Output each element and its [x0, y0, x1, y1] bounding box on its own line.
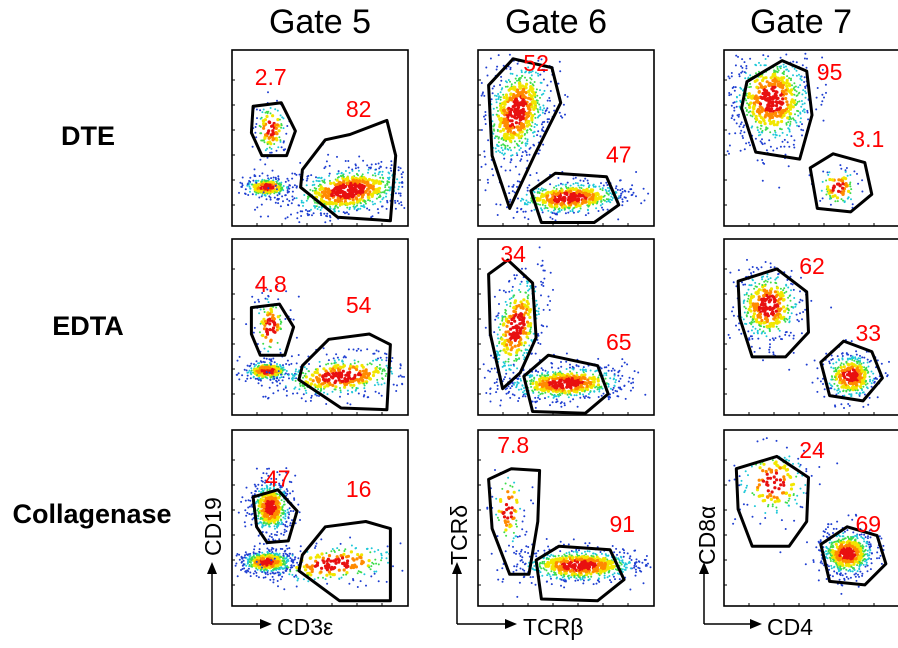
gate-percentage-1: 52	[523, 50, 549, 76]
gate-percentage-2: 54	[346, 292, 372, 318]
gate-outline-1	[734, 454, 810, 548]
axis-ticks	[724, 268, 875, 415]
gate-outline-1	[249, 302, 296, 357]
row-label-edta: EDTA	[52, 311, 124, 341]
panel-edta-gate7: 62 33	[723, 238, 898, 416]
gate-outline-2	[529, 171, 621, 224]
gate-outline-1	[736, 267, 810, 359]
axis-arrows-gate5	[207, 562, 272, 629]
y-axis-label-gate5: CD19	[200, 497, 226, 556]
column-header-gate5: Gate 5	[269, 3, 371, 41]
gate-outline-2	[299, 118, 398, 223]
density-events	[234, 467, 404, 591]
density-events	[726, 52, 864, 211]
x-axis-label-gate5: CD3ε	[277, 614, 333, 640]
gate-outline-2	[534, 544, 626, 603]
density-events	[235, 284, 405, 406]
axis-ticks	[724, 459, 875, 606]
gate-percentage-2: 3.1	[852, 126, 884, 152]
row-label-dte: DTE	[61, 121, 115, 151]
x-axis-label-gate6: TCRβ	[523, 614, 584, 640]
axis-ticks	[478, 459, 629, 606]
density-events	[727, 258, 890, 409]
panel-collagenase-gate5: 47 16	[231, 429, 409, 607]
panel-collagenase-gate7: 24 69	[723, 429, 898, 607]
panel-frame	[723, 429, 898, 607]
axis-ticks	[724, 79, 875, 226]
x-axis-label-gate7: CD4	[767, 614, 813, 640]
panel-edta-gate5: 4.8 54	[231, 238, 409, 416]
gate-outline-1	[487, 57, 563, 210]
gate-outline-2	[819, 339, 884, 403]
gate-percentage-1: 47	[265, 465, 291, 491]
gate-outline-2	[297, 520, 392, 603]
gate-percentage-1: 62	[799, 253, 825, 279]
gate-percentage-2: 69	[856, 511, 882, 537]
gate-percentage-2: 65	[606, 329, 632, 355]
panel-edta-gate6: 34 65	[477, 238, 655, 416]
gate-percentage-2: 47	[606, 142, 632, 168]
axis-ticks	[232, 459, 383, 606]
gate-percentage-1: 34	[500, 241, 526, 267]
gate-outline-1	[251, 488, 299, 545]
panel-dte-gate5: 2.7 82	[231, 49, 409, 227]
gate-outline-2	[297, 332, 392, 412]
gate-outline-2	[819, 525, 888, 587]
density-events	[728, 437, 885, 595]
gate-percentage-2: 33	[856, 320, 882, 346]
gate-outline-1	[487, 258, 538, 391]
panel-dte-gate7: 953.1	[723, 49, 898, 227]
gate-percentage-1: 4.8	[255, 271, 287, 297]
axis-ticks	[232, 79, 383, 226]
y-axis-label-gate7: CD8α	[694, 506, 720, 565]
gate-outline-1	[487, 467, 542, 576]
column-header-gate7: Gate 7	[750, 3, 852, 41]
gate-percentage-2: 16	[346, 476, 372, 502]
gate-percentage-1: 24	[799, 437, 825, 463]
axis-arrows-gate6	[452, 562, 517, 629]
axis-ticks	[478, 268, 629, 415]
density-events	[238, 91, 406, 224]
row-label-collagenase: Collagenase	[12, 499, 171, 529]
gate-percentage-1: 7.8	[497, 432, 529, 458]
gate-percentage-2: 82	[346, 96, 372, 122]
column-header-gate6: Gate 6	[505, 3, 607, 41]
density-events	[482, 246, 647, 411]
panel-dte-gate6: 52 47	[477, 49, 655, 227]
gate-outline-2	[808, 152, 874, 214]
axis-ticks	[232, 268, 383, 415]
axis-arrows-gate7	[699, 562, 762, 629]
gate-outline-1	[249, 101, 297, 158]
gate-percentage-1: 95	[817, 59, 843, 85]
panel-collagenase-gate6: 7.8 91	[477, 429, 655, 607]
gate-outline-2	[522, 353, 610, 415]
gate-percentage-1: 2.7	[255, 64, 287, 90]
panel-frame	[231, 238, 409, 416]
gate-outline-1	[740, 59, 814, 161]
y-axis-label-gate6: TCRδ	[446, 505, 472, 565]
gate-percentage-2: 91	[610, 511, 636, 537]
